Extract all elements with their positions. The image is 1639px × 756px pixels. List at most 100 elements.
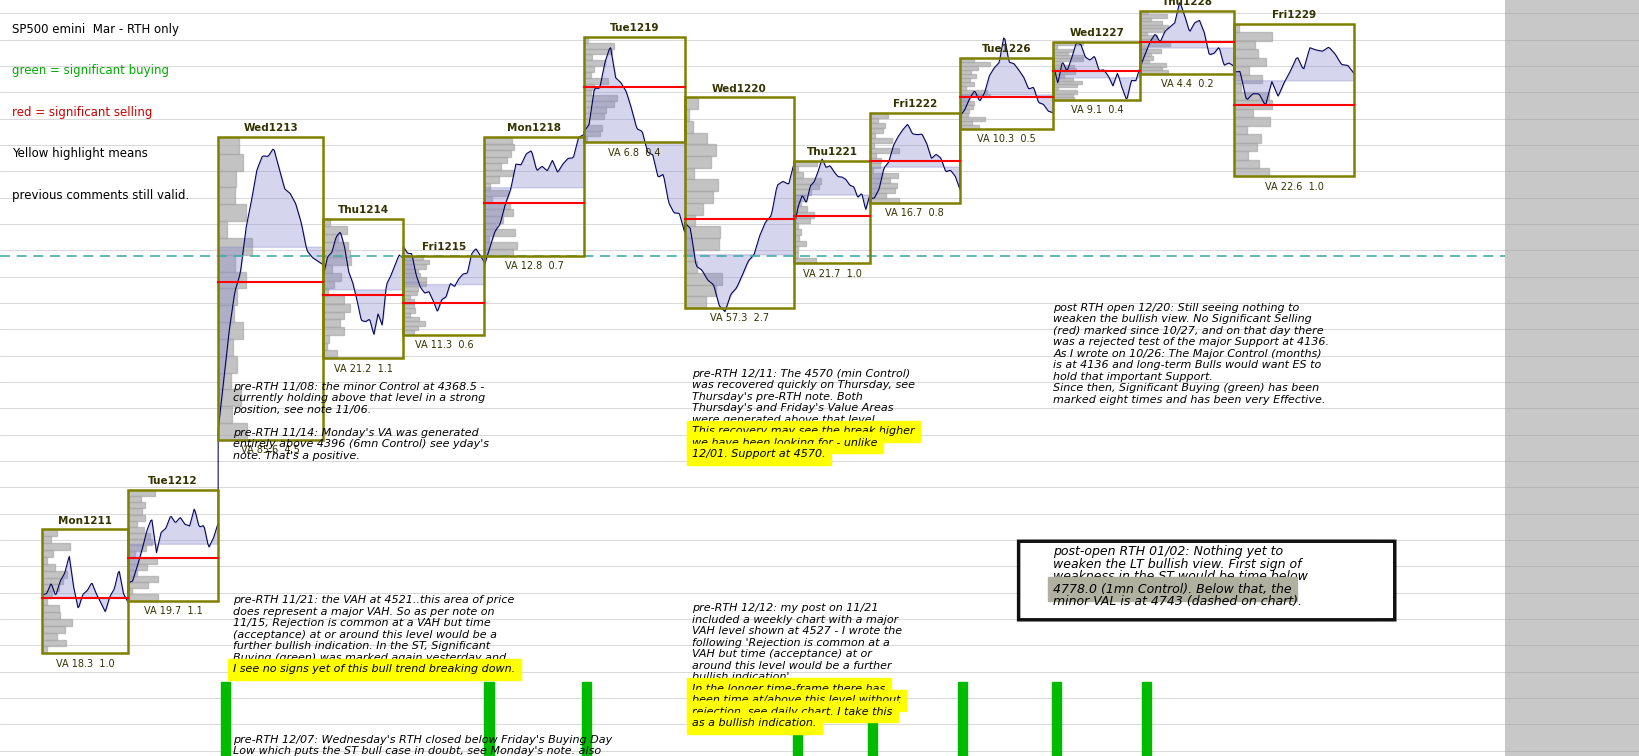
Bar <box>685 98 795 308</box>
Bar <box>485 197 492 203</box>
Bar <box>128 490 218 600</box>
Bar <box>960 98 969 101</box>
Text: rejection, see daily chart. I take this: rejection, see daily chart. I take this <box>692 707 893 717</box>
Bar <box>485 190 508 197</box>
Bar <box>1141 11 1147 14</box>
Bar <box>1141 39 1157 42</box>
Bar <box>583 54 592 60</box>
Bar <box>795 258 816 263</box>
Text: does represent a major VAH. So as per note on: does represent a major VAH. So as per no… <box>233 607 495 617</box>
Bar <box>960 82 974 85</box>
Bar <box>43 591 52 598</box>
Bar <box>218 289 236 305</box>
Bar <box>870 129 883 133</box>
Bar <box>485 150 511 156</box>
Bar <box>1054 94 1072 97</box>
Text: VA 4.4  0.2: VA 4.4 0.2 <box>1160 79 1213 89</box>
Bar <box>218 153 243 171</box>
Text: Wed1220: Wed1220 <box>711 83 767 94</box>
Bar <box>485 170 513 176</box>
Bar <box>870 178 890 183</box>
Bar <box>1054 52 1069 55</box>
Bar <box>960 58 1054 129</box>
Bar <box>485 183 490 190</box>
Bar <box>685 121 693 132</box>
Bar <box>1234 143 1257 151</box>
Bar <box>218 255 234 271</box>
Bar <box>795 252 798 258</box>
Bar <box>128 576 157 582</box>
Text: VA 19.7  1.1: VA 19.7 1.1 <box>144 606 202 616</box>
Bar <box>128 539 152 545</box>
Bar <box>583 43 615 48</box>
Bar <box>403 326 418 330</box>
Bar <box>1234 57 1267 66</box>
Bar <box>218 339 233 356</box>
Bar <box>870 183 898 188</box>
Bar <box>1141 64 1165 67</box>
Bar <box>795 195 805 200</box>
Bar <box>218 137 323 440</box>
Bar <box>43 598 48 605</box>
Bar <box>960 62 990 66</box>
Bar <box>1234 109 1254 117</box>
Bar <box>403 290 416 295</box>
Bar <box>1054 97 1074 100</box>
Bar <box>43 646 48 653</box>
Bar <box>218 406 231 423</box>
Bar <box>323 327 344 335</box>
Bar <box>960 85 965 89</box>
Bar <box>583 101 613 107</box>
Bar <box>685 98 698 109</box>
Bar <box>870 143 874 148</box>
Bar <box>1141 56 1152 60</box>
Bar <box>795 224 798 229</box>
Text: VA 16.7  0.8: VA 16.7 0.8 <box>885 208 944 218</box>
Bar <box>870 173 898 178</box>
Bar <box>795 189 811 195</box>
Bar <box>1054 58 1083 61</box>
Bar <box>1054 87 1057 91</box>
Bar <box>218 305 234 322</box>
Bar <box>960 78 970 82</box>
Bar <box>960 101 974 105</box>
Bar <box>870 113 888 118</box>
Bar <box>403 277 426 282</box>
Text: VA 22.6  1.0: VA 22.6 1.0 <box>1265 181 1323 192</box>
Bar <box>870 163 880 168</box>
Text: VA 9.1  0.4: VA 9.1 0.4 <box>1070 105 1123 116</box>
Bar <box>43 557 48 564</box>
Bar <box>403 304 415 308</box>
Bar <box>43 605 59 612</box>
Bar <box>128 582 148 588</box>
Bar <box>583 37 685 142</box>
Bar <box>1141 53 1151 56</box>
Text: pre-RTH 11/21: the VAH at 4521..this area of price: pre-RTH 11/21: the VAH at 4521..this are… <box>233 595 515 606</box>
Text: weakness in the ST would be time below: weakness in the ST would be time below <box>1054 570 1308 584</box>
Text: bullish indication'.: bullish indication'. <box>692 672 793 682</box>
Bar <box>485 682 493 756</box>
Bar <box>960 125 978 129</box>
Bar <box>1234 75 1262 83</box>
Text: post-open RTH 01/02: Nothing yet to: post-open RTH 01/02: Nothing yet to <box>1054 545 1283 558</box>
Bar <box>960 113 967 117</box>
Bar <box>323 304 351 311</box>
Text: VAH but time (acceptance) at or: VAH but time (acceptance) at or <box>692 649 872 659</box>
Bar <box>960 121 972 125</box>
Bar <box>128 570 138 576</box>
Bar <box>870 123 885 129</box>
Bar <box>43 564 56 571</box>
Text: Mon1211: Mon1211 <box>57 516 111 525</box>
Text: Yellow highlight means: Yellow highlight means <box>11 147 148 160</box>
Text: VA 6.8  0.4: VA 6.8 0.4 <box>608 147 661 157</box>
Bar <box>403 273 420 277</box>
Bar <box>485 236 488 243</box>
Text: included a weekly chart with a major: included a weekly chart with a major <box>692 615 898 624</box>
Bar <box>218 204 246 221</box>
Text: Thu1228: Thu1228 <box>1162 0 1213 7</box>
Text: Buying (green) was marked again yesterday and: Buying (green) was marked again yesterda… <box>233 653 506 663</box>
Bar <box>128 594 157 600</box>
Text: Thursday's pre-RTH note. Both: Thursday's pre-RTH note. Both <box>692 392 862 401</box>
Bar <box>128 490 154 496</box>
Text: Fri1215: Fri1215 <box>421 242 465 252</box>
